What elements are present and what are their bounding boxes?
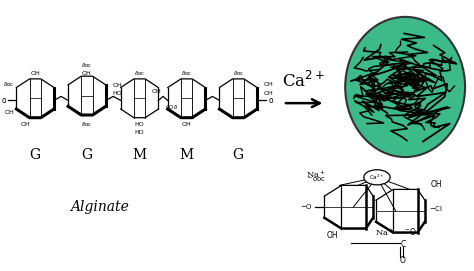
- Text: OH: OH: [82, 71, 92, 76]
- Text: $\delta$oc: $\delta$oc: [81, 61, 92, 69]
- Text: OH: OH: [264, 92, 273, 96]
- Text: O: O: [400, 256, 406, 265]
- Text: $-$Cl: $-$Cl: [428, 204, 443, 213]
- Text: OH: OH: [30, 71, 40, 76]
- Text: $^-$ooc: $^-$ooc: [306, 176, 327, 185]
- Text: $\delta$oc: $\delta$oc: [81, 120, 92, 128]
- Text: Na$^+$: Na$^+$: [374, 227, 394, 238]
- Text: OH: OH: [327, 231, 338, 240]
- Text: HO: HO: [112, 92, 122, 96]
- Text: OH: OH: [21, 122, 31, 127]
- Text: $\delta$oc: $\delta$oc: [134, 69, 145, 78]
- Text: OH: OH: [5, 110, 15, 115]
- Text: M: M: [133, 148, 146, 162]
- Text: OH: OH: [182, 122, 191, 127]
- Text: $\delta$oc: $\delta$oc: [3, 80, 15, 88]
- Text: Na$^+$: Na$^+$: [306, 169, 327, 180]
- Text: OH: OH: [264, 82, 273, 87]
- Text: G: G: [82, 148, 92, 162]
- Text: Alginate: Alginate: [70, 200, 129, 214]
- Text: M: M: [180, 148, 193, 162]
- Text: $^-$O: $^-$O: [403, 226, 417, 237]
- Text: HD: HD: [135, 130, 145, 135]
- Text: OH: OH: [151, 89, 161, 94]
- Text: Ca$^{2+}$: Ca$^{2+}$: [369, 173, 384, 182]
- Text: HO: HO: [135, 122, 145, 127]
- Text: $-$O: $-$O: [300, 202, 312, 211]
- Text: o: o: [1, 96, 6, 105]
- Ellipse shape: [345, 17, 465, 157]
- Text: Ca$^{2+}$: Ca$^{2+}$: [282, 71, 325, 91]
- Text: $\delta$oc: $\delta$oc: [233, 69, 244, 78]
- Text: OH: OH: [112, 83, 122, 88]
- Circle shape: [364, 170, 390, 185]
- Text: C: C: [400, 240, 405, 249]
- Text: OH: OH: [431, 179, 443, 189]
- Text: CO$\delta$: CO$\delta$: [165, 103, 178, 111]
- Text: $\delta$oc: $\delta$oc: [181, 69, 192, 78]
- Text: G: G: [233, 148, 244, 162]
- Text: o: o: [269, 96, 273, 105]
- Text: G: G: [30, 148, 41, 162]
